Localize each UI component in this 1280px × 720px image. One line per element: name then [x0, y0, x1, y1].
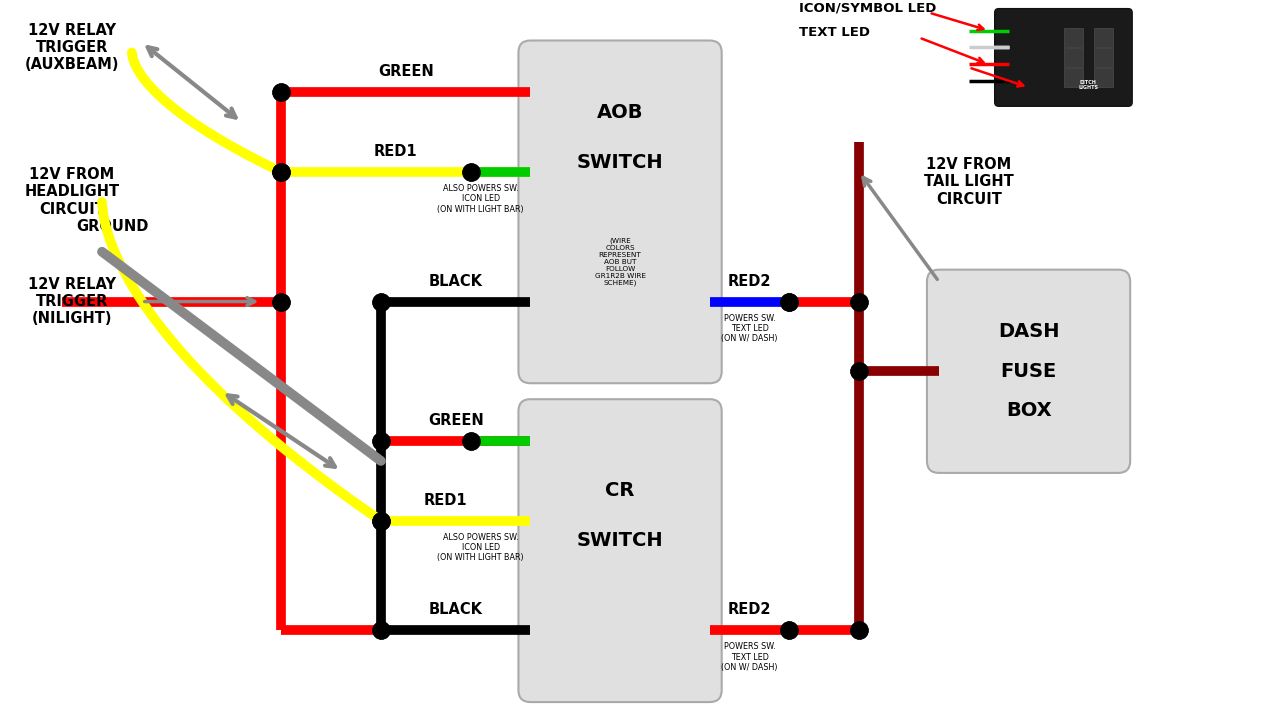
Text: GROUND: GROUND	[76, 220, 148, 234]
Text: SWITCH: SWITCH	[577, 153, 663, 171]
Text: TEXT LED: TEXT LED	[800, 26, 870, 39]
Point	[371, 624, 392, 636]
Point	[371, 515, 392, 526]
Text: 12V RELAY
TRIGGER
(NILIGHT): 12V RELAY TRIGGER (NILIGHT)	[28, 276, 116, 326]
Text: BLACK: BLACK	[429, 603, 483, 617]
Point	[780, 624, 800, 636]
Text: BLACK: BLACK	[429, 274, 483, 289]
Text: RED2: RED2	[728, 274, 772, 289]
FancyBboxPatch shape	[927, 270, 1130, 473]
Point	[371, 436, 392, 447]
Text: DASH: DASH	[998, 323, 1060, 341]
FancyBboxPatch shape	[1094, 28, 1112, 47]
Point	[780, 296, 800, 307]
Point	[271, 86, 292, 98]
Text: 12V FROM
TAIL LIGHT
CIRCUIT: 12V FROM TAIL LIGHT CIRCUIT	[924, 157, 1014, 207]
Text: CR: CR	[605, 482, 635, 500]
Text: FUSE: FUSE	[1001, 361, 1057, 381]
Text: RED2: RED2	[728, 603, 772, 617]
Text: RED1: RED1	[374, 144, 417, 159]
Text: 12V FROM
HEADLIGHT
CIRCUIT: 12V FROM HEADLIGHT CIRCUIT	[24, 167, 119, 217]
FancyBboxPatch shape	[1064, 68, 1083, 87]
Point	[849, 366, 869, 377]
Point	[849, 624, 869, 636]
Point	[780, 624, 800, 636]
Point	[461, 166, 481, 178]
Text: ALSO POWERS SW.
ICON LED
(ON WITH LIGHT BAR): ALSO POWERS SW. ICON LED (ON WITH LIGHT …	[438, 184, 524, 214]
Point	[849, 296, 869, 307]
Point	[780, 296, 800, 307]
Point	[849, 366, 869, 377]
FancyBboxPatch shape	[1094, 68, 1112, 87]
Point	[371, 515, 392, 526]
Text: 12V RELAY
TRIGGER
(AUXBEAM): 12V RELAY TRIGGER (AUXBEAM)	[24, 22, 119, 73]
Text: BOX: BOX	[1006, 401, 1051, 420]
Point	[371, 515, 392, 526]
Text: RED1: RED1	[424, 492, 467, 508]
Point	[371, 296, 392, 307]
FancyBboxPatch shape	[1094, 48, 1112, 67]
Point	[849, 624, 869, 636]
FancyBboxPatch shape	[518, 399, 722, 702]
Point	[271, 166, 292, 178]
Point	[371, 624, 392, 636]
Point	[271, 166, 292, 178]
Point	[271, 296, 292, 307]
Point	[849, 296, 869, 307]
Text: DITCH
LIGHTS: DITCH LIGHTS	[1078, 79, 1098, 90]
Point	[461, 436, 481, 447]
Point	[271, 86, 292, 98]
Point	[271, 166, 292, 178]
Point	[780, 296, 800, 307]
FancyBboxPatch shape	[518, 40, 722, 383]
Text: ICON/SYMBOL LED: ICON/SYMBOL LED	[800, 1, 937, 14]
Text: POWERS SW.
TEXT LED
(ON W/ DASH): POWERS SW. TEXT LED (ON W/ DASH)	[722, 642, 778, 672]
Text: AOB: AOB	[596, 103, 644, 122]
FancyBboxPatch shape	[995, 9, 1133, 107]
Point	[461, 166, 481, 178]
FancyBboxPatch shape	[1064, 28, 1083, 47]
Text: GREEN: GREEN	[428, 413, 484, 428]
Point	[271, 296, 292, 307]
Text: (WIRE
COLORS
REPRESENT
AOB BUT
FOLLOW
GR1R2B WIRE
SCHEME): (WIRE COLORS REPRESENT AOB BUT FOLLOW GR…	[595, 237, 645, 286]
Point	[371, 296, 392, 307]
Point	[371, 436, 392, 447]
FancyBboxPatch shape	[1064, 48, 1083, 67]
Text: GREEN: GREEN	[378, 64, 434, 79]
Point	[461, 436, 481, 447]
Text: SWITCH: SWITCH	[577, 531, 663, 550]
Text: POWERS SW.
TEXT LED
(ON W/ DASH): POWERS SW. TEXT LED (ON W/ DASH)	[722, 313, 778, 343]
Text: ALSO POWERS SW.
ICON LED
(ON WITH LIGHT BAR): ALSO POWERS SW. ICON LED (ON WITH LIGHT …	[438, 533, 524, 562]
